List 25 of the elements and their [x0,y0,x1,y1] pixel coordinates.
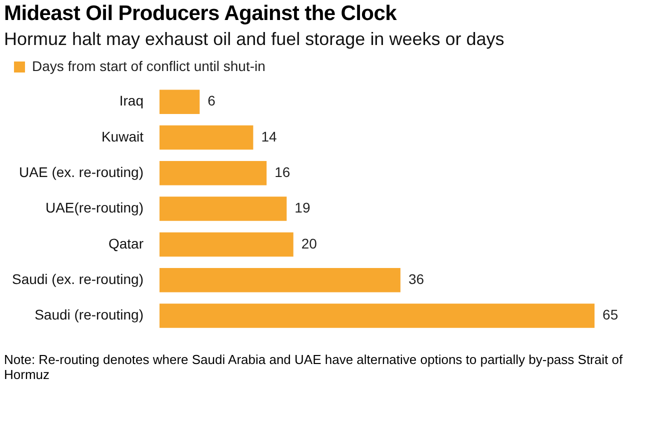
data-label: 16 [274,164,290,180]
y-tick-label: Iraq [119,92,144,109]
y-tick-label: Saudi (re-routing) [34,306,144,323]
bar [160,196,287,221]
data-label: 6 [208,92,216,109]
legend-label: Days from start of conflict until shut-in [32,58,266,74]
data-label: 14 [261,128,277,144]
y-tick-label: UAE(re-routing) [45,200,144,216]
y-tick-label: UAE (ex. re-routing) [19,164,144,180]
chart-title: Mideast Oil Producers Against the Clock [4,2,398,26]
bar [160,268,400,292]
text: Note: Re-routing denotes where Saudi Arabia and UAE have alternative options to partially by-pass Strait of Hormuz [4,352,624,382]
bar [160,125,254,150]
data-label: 20 [301,235,318,252]
y-tick-label: Kuwait [101,128,144,144]
bar [160,232,294,257]
y-tick-label: Qatar [108,235,144,252]
bar [160,90,200,114]
y-tick-label: Saudi (ex. re-routing) [12,270,144,287]
bar [160,304,595,328]
bar [160,161,267,186]
data-label: 19 [294,200,310,216]
data-label: 36 [408,270,424,287]
chart-subtitle: Hormuz halt may exhaust oil and fuel storage in weeks or days [4,29,506,50]
data-label: 65 [602,306,618,323]
